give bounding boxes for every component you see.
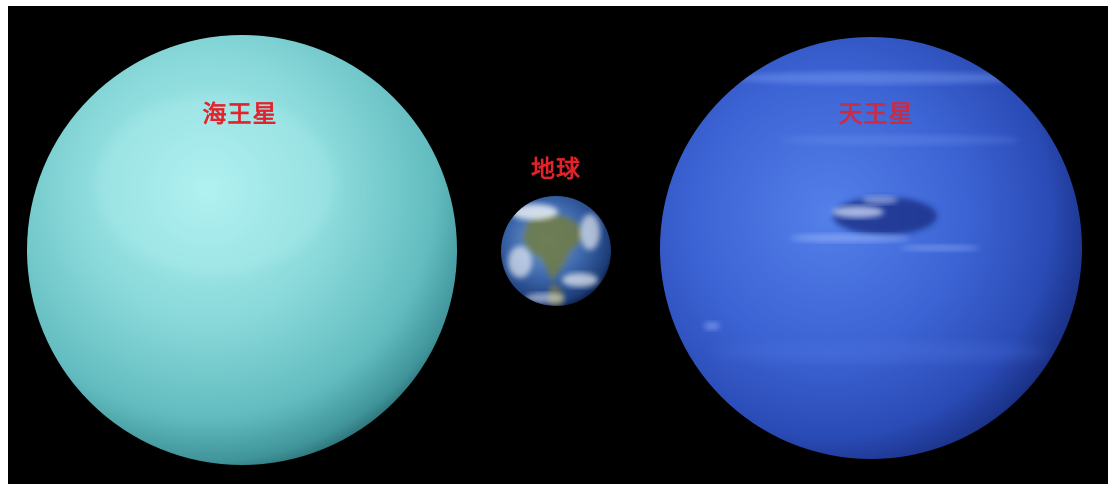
right-planet-small-cloud [704,322,720,330]
right-planet-white-cloud [862,196,898,204]
earth-cloud [508,246,532,278]
label-right-planet: 天王星 [839,100,914,128]
earth-cloud [525,293,565,303]
right-planet [660,37,1082,459]
earth-planet [501,196,611,306]
right-planet-band [780,135,1020,145]
label-earth: 地球 [531,155,581,183]
label-left-planet: 海王星 [203,100,278,128]
right-planet-white-streak [790,234,910,242]
left-planet-highlight [95,95,335,275]
earth-cloud [510,204,558,220]
right-planet-white-cloud [832,206,884,218]
left-planet [27,35,457,465]
right-planet-white-streak [900,245,980,251]
earth-landmass [523,214,583,282]
earth-cloud [580,214,600,250]
right-planet-band [730,72,1030,84]
right-planet-band [710,342,1050,362]
earth-cloud [562,273,598,287]
